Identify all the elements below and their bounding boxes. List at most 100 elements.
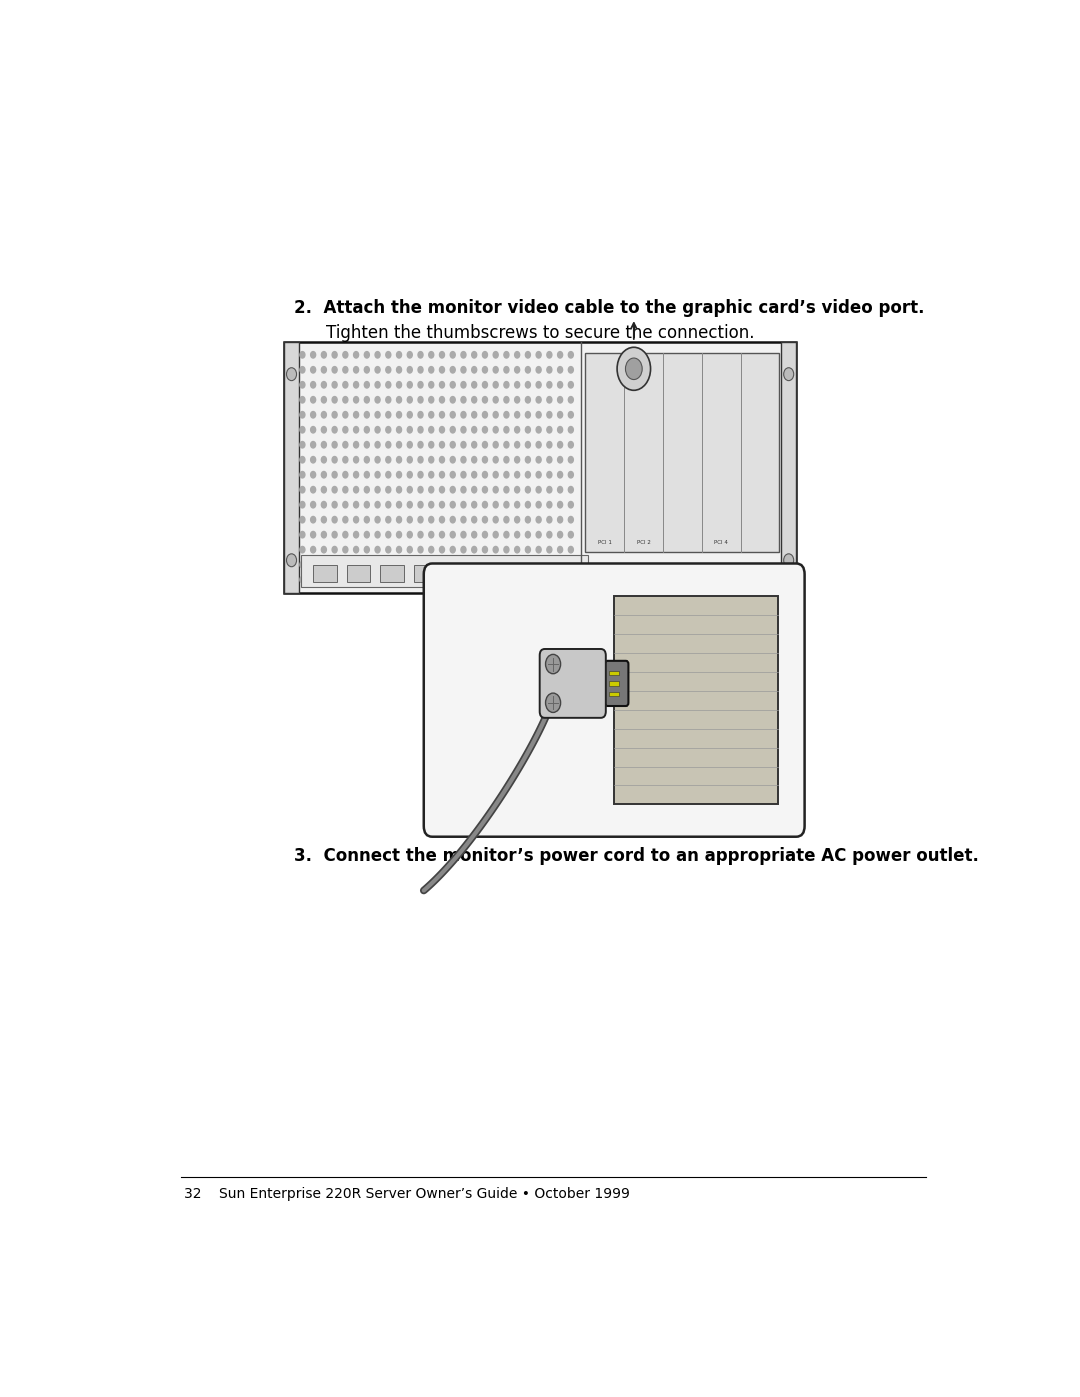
- Circle shape: [472, 577, 476, 583]
- Circle shape: [525, 352, 530, 358]
- Circle shape: [450, 352, 456, 358]
- Circle shape: [311, 381, 315, 388]
- Circle shape: [504, 577, 509, 583]
- Circle shape: [450, 502, 456, 509]
- Circle shape: [546, 352, 552, 358]
- Circle shape: [353, 486, 359, 493]
- Circle shape: [568, 546, 573, 553]
- Circle shape: [525, 517, 530, 522]
- Circle shape: [546, 502, 552, 509]
- Circle shape: [536, 366, 541, 373]
- Circle shape: [375, 502, 380, 509]
- Circle shape: [429, 352, 434, 358]
- Circle shape: [353, 397, 359, 402]
- Circle shape: [515, 486, 519, 493]
- Circle shape: [364, 426, 369, 433]
- Circle shape: [375, 546, 380, 553]
- Circle shape: [461, 426, 465, 433]
- Circle shape: [396, 577, 402, 583]
- Circle shape: [536, 486, 541, 493]
- Circle shape: [472, 502, 476, 509]
- Circle shape: [342, 457, 348, 462]
- Circle shape: [333, 381, 337, 388]
- Circle shape: [494, 517, 498, 522]
- Circle shape: [450, 426, 456, 433]
- Circle shape: [557, 531, 563, 538]
- Circle shape: [375, 426, 380, 433]
- Circle shape: [311, 426, 315, 433]
- Circle shape: [364, 381, 369, 388]
- Circle shape: [386, 486, 391, 493]
- Circle shape: [333, 352, 337, 358]
- Circle shape: [525, 562, 530, 567]
- Circle shape: [450, 471, 456, 478]
- Circle shape: [407, 502, 413, 509]
- Bar: [609, 692, 619, 696]
- Circle shape: [364, 577, 369, 583]
- Circle shape: [375, 397, 380, 402]
- FancyBboxPatch shape: [540, 650, 606, 718]
- Circle shape: [353, 502, 359, 509]
- Circle shape: [386, 426, 391, 433]
- Circle shape: [353, 381, 359, 388]
- Circle shape: [546, 412, 552, 418]
- Circle shape: [546, 397, 552, 402]
- Bar: [447, 564, 471, 581]
- Circle shape: [333, 562, 337, 567]
- Circle shape: [333, 517, 337, 522]
- FancyBboxPatch shape: [423, 563, 805, 837]
- Circle shape: [568, 412, 573, 418]
- Circle shape: [300, 517, 305, 522]
- Circle shape: [429, 381, 434, 388]
- Circle shape: [440, 517, 445, 522]
- Circle shape: [286, 367, 297, 380]
- Circle shape: [429, 486, 434, 493]
- Circle shape: [440, 366, 445, 373]
- Circle shape: [504, 352, 509, 358]
- Text: PCI 4: PCI 4: [714, 541, 728, 545]
- Circle shape: [429, 441, 434, 448]
- Circle shape: [568, 486, 573, 493]
- Circle shape: [557, 412, 563, 418]
- Text: PCI 2: PCI 2: [636, 541, 650, 545]
- Circle shape: [311, 577, 315, 583]
- Circle shape: [429, 562, 434, 567]
- Circle shape: [342, 381, 348, 388]
- Circle shape: [525, 457, 530, 462]
- Circle shape: [407, 471, 413, 478]
- Circle shape: [418, 381, 423, 388]
- Circle shape: [322, 366, 326, 373]
- Circle shape: [483, 471, 487, 478]
- Circle shape: [450, 457, 456, 462]
- Circle shape: [568, 457, 573, 462]
- Circle shape: [375, 486, 380, 493]
- Circle shape: [494, 577, 498, 583]
- Circle shape: [407, 352, 413, 358]
- Circle shape: [515, 381, 519, 388]
- Circle shape: [429, 502, 434, 509]
- Circle shape: [536, 577, 541, 583]
- Circle shape: [461, 441, 465, 448]
- Circle shape: [407, 457, 413, 462]
- Circle shape: [450, 397, 456, 402]
- Circle shape: [396, 352, 402, 358]
- Circle shape: [311, 486, 315, 493]
- Circle shape: [396, 562, 402, 567]
- Circle shape: [461, 457, 465, 462]
- Text: Tighten the thumbscrews to secure the connection.: Tighten the thumbscrews to secure the co…: [326, 324, 754, 342]
- Circle shape: [525, 502, 530, 509]
- Circle shape: [557, 352, 563, 358]
- Bar: [380, 564, 404, 581]
- Circle shape: [311, 531, 315, 538]
- Circle shape: [333, 441, 337, 448]
- Circle shape: [311, 471, 315, 478]
- Circle shape: [311, 412, 315, 418]
- Circle shape: [525, 441, 530, 448]
- Circle shape: [483, 441, 487, 448]
- Circle shape: [429, 457, 434, 462]
- Circle shape: [375, 352, 380, 358]
- Circle shape: [322, 531, 326, 538]
- Circle shape: [353, 562, 359, 567]
- Circle shape: [472, 441, 476, 448]
- Circle shape: [375, 577, 380, 583]
